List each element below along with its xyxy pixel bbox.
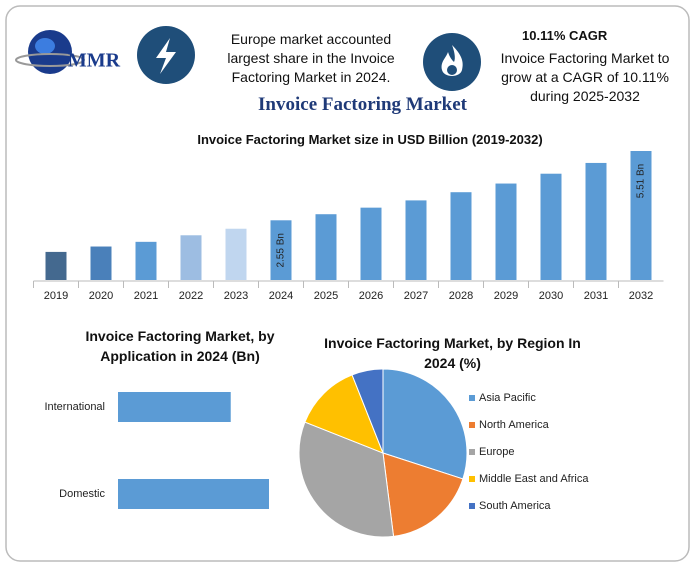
pie-slice <box>382 368 468 480</box>
x-tick-label: 2019 <box>44 290 68 302</box>
bar <box>450 192 472 280</box>
bar <box>630 151 652 280</box>
x-tick-label: 2030 <box>539 290 563 302</box>
logo-globe <box>15 30 85 74</box>
y-tick-label: Domestic <box>59 488 105 500</box>
x-tick-label: 2023 <box>224 290 248 302</box>
icon-flame <box>441 45 463 76</box>
bar <box>495 183 517 280</box>
legend-swatch <box>469 449 475 455</box>
bar <box>118 479 269 509</box>
x-tick-label: 2028 <box>449 290 473 302</box>
note-right-title: 10.11% CAGR <box>522 28 608 43</box>
x-tick-label: 2025 <box>314 290 338 302</box>
bar <box>270 220 292 280</box>
chart-title: Invoice Factoring Market, by Region In 2… <box>324 335 581 371</box>
logo-text: MMR <box>68 50 121 72</box>
bar <box>405 200 427 280</box>
main-title: Invoice Factoring Market <box>258 94 467 115</box>
bar <box>315 214 337 280</box>
bar <box>585 162 607 280</box>
x-tick-label: 2022 <box>179 290 203 302</box>
legend-swatch <box>469 422 475 428</box>
pie-slice <box>382 452 464 537</box>
legend-label: North America <box>479 419 550 431</box>
legend-swatch <box>469 395 475 401</box>
x-tick-label: 2020 <box>89 290 113 302</box>
chart-title: Invoice Factoring Market, by Application… <box>85 328 275 364</box>
pie-slice <box>298 421 395 538</box>
bar <box>225 228 247 280</box>
x-tick-label: 2026 <box>359 290 383 302</box>
bar <box>90 246 112 280</box>
icon-bolt <box>156 38 176 74</box>
legend-label: Middle East and Africa <box>479 473 589 485</box>
note-right: Invoice Factoring Market to grow at a CA… <box>500 50 670 104</box>
value-label: 5.51 Bn <box>636 164 647 198</box>
x-tick-label: 2031 <box>584 290 608 302</box>
bar <box>540 173 562 280</box>
bar <box>180 235 202 280</box>
legend-swatch <box>469 503 475 509</box>
x-tick-label: 2029 <box>494 290 518 302</box>
legend-label: Asia Pacific <box>479 392 536 404</box>
pie-slice <box>304 374 384 454</box>
bar <box>360 207 382 280</box>
icon-flame-core <box>447 65 457 75</box>
x-tick-label: 2027 <box>404 290 428 302</box>
note-left: Europe market accounted largest share in… <box>227 31 395 85</box>
x-tick-label: 2032 <box>629 290 653 302</box>
value-label: 2.55 Bn <box>276 233 287 267</box>
pie-slice <box>351 368 384 454</box>
legend-label: South America <box>479 500 551 512</box>
bar <box>118 392 231 422</box>
bar <box>45 251 67 280</box>
chart-title: Invoice Factoring Market size in USD Bil… <box>197 132 543 147</box>
y-tick-label: International <box>44 401 105 413</box>
bar <box>135 241 157 280</box>
legend-label: Europe <box>479 446 514 458</box>
frame <box>5 5 690 562</box>
x-tick-label: 2024 <box>269 290 293 302</box>
x-tick-label: 2021 <box>134 290 158 302</box>
legend-swatch <box>469 476 475 482</box>
